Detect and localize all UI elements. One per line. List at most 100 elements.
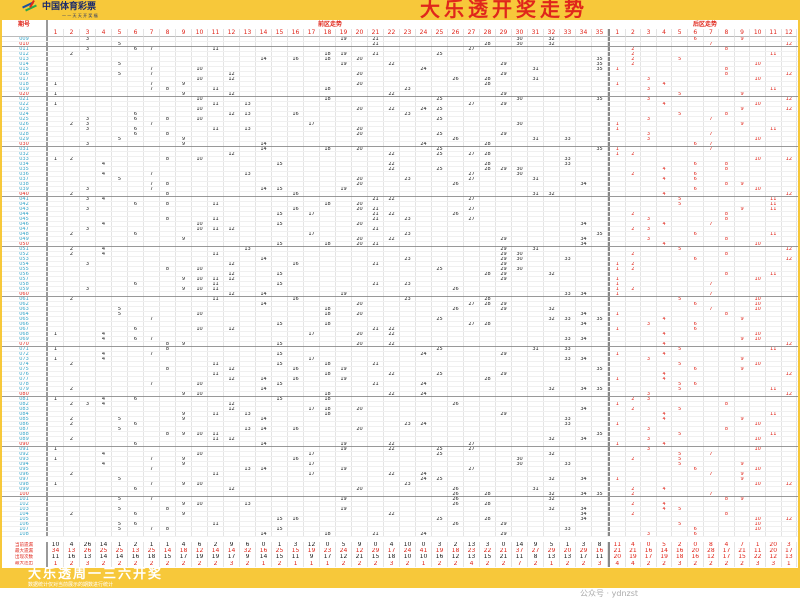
back-cell [641,512,657,516]
front-cell [96,422,112,426]
front-cell: 30 [512,42,528,46]
front-cell [320,402,336,406]
back-cell [626,247,642,251]
front-cell [480,47,496,51]
front-cell [352,282,368,286]
front-cell [448,147,464,151]
back-cell [672,182,688,186]
front-cell [192,197,208,201]
front-cell [576,282,592,286]
zone-divider [608,257,610,261]
front-cell: 15 [272,342,288,346]
front-cell [224,507,240,511]
front-cell [176,292,192,296]
draw-row: 102 9 10 13 26 28 2 4 [2,502,798,507]
front-cell: 27 [464,172,480,176]
front-cell [544,412,560,416]
front-cell [592,307,608,311]
front-cell [288,442,304,446]
front-cell: 21 [368,227,384,231]
zone-divider [608,207,610,211]
front-cell [64,367,80,371]
front-cell [352,142,368,146]
front-cell [304,457,320,461]
front-cell [176,517,192,521]
front-cell [176,217,192,221]
back-cell [704,37,720,41]
front-cell [560,132,576,136]
front-cell [272,482,288,486]
front-cell: 33 [560,292,576,296]
back-cell: 11 [766,347,782,351]
front-cell [480,312,496,316]
front-cell [80,322,96,326]
back-cell: 2 [626,502,642,506]
front-cell [576,302,592,306]
front-cell [80,447,96,451]
front-cell [64,457,80,461]
front-cell [592,267,608,271]
back-cell [782,347,798,351]
front-cell [64,397,80,401]
front-cell [464,317,480,321]
front-cell [336,207,352,211]
back-cell [704,67,720,71]
front-cell: 25 [432,477,448,481]
front-cell [480,337,496,341]
back-cell [766,182,782,186]
front-cell [368,247,384,251]
front-cell [592,107,608,111]
front-cell [112,182,128,186]
front-cell: 6 [128,127,144,131]
front-cell [464,292,480,296]
front-cell [272,97,288,101]
draw-row: 085 2 5 9 14 33 4 9 [2,417,798,422]
front-cell: 28 [480,77,496,81]
front-cell [384,187,400,191]
back-cell [782,502,798,506]
front-cell [192,407,208,411]
front-cell [304,347,320,351]
draw-row: 029 5 9 26 31 33 3 10 [2,137,798,142]
back-cell [626,147,642,151]
back-cell [641,82,657,86]
front-cell [352,212,368,216]
back-cell [704,402,720,406]
front-cell [128,427,144,431]
front-cell [320,212,336,216]
back-cell [782,282,798,286]
back-cell [735,412,751,416]
front-cell [80,427,96,431]
front-cell [256,347,272,351]
front-cell [256,422,272,426]
front-cell [176,402,192,406]
back-cell [641,402,657,406]
front-cell [464,332,480,336]
front-cell [176,507,192,511]
back-cell [735,397,751,401]
front-cell [80,362,96,366]
front-cell [256,202,272,206]
issue-number: 092 [2,452,48,456]
front-cell [448,162,464,166]
front-cell [96,207,112,211]
back-cell [704,112,720,116]
front-cell [400,167,416,171]
front-cell [336,342,352,346]
front-cell [80,407,96,411]
front-cell [304,177,320,181]
front-cell [128,492,144,496]
back-cell: 8 [719,182,735,186]
front-cell [480,427,496,431]
back-cell [688,417,704,421]
front-cell [480,437,496,441]
front-cell [528,152,544,156]
front-cell [192,207,208,211]
front-cell [176,77,192,81]
front-cell [128,352,144,356]
front-cell [384,517,400,521]
front-cell [432,187,448,191]
front-cell [416,97,432,101]
front-cell [592,237,608,241]
back-cell [782,367,798,371]
